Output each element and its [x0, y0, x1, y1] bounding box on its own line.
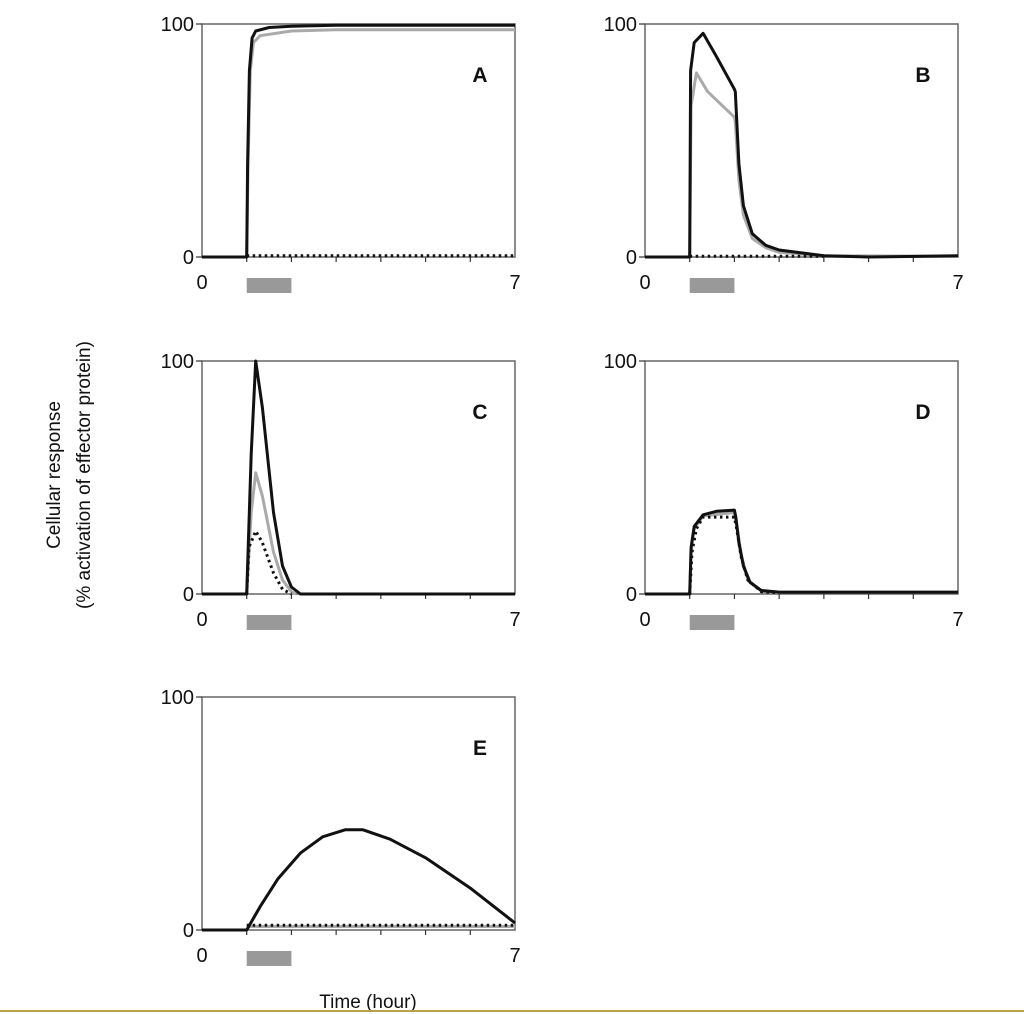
series-black-line — [202, 23, 515, 259]
x-tick-label: 7 — [509, 272, 520, 294]
y-tick-label: 100 — [161, 14, 194, 36]
series-black-line — [202, 828, 516, 932]
series-black-line — [645, 31, 959, 259]
x-tick-label: 0 — [196, 609, 207, 631]
series-gray-line — [245, 471, 297, 596]
plot-frame — [201, 23, 516, 258]
y-tick-label: 100 — [161, 351, 194, 373]
y-axis-label-line1: Cellular response — [44, 401, 65, 549]
stimulus-bar — [246, 615, 292, 630]
x-tick-label: 0 — [639, 609, 650, 631]
series-black-line — [645, 508, 958, 596]
panel-b: 100 00 7 B — [604, 14, 964, 294]
x-tick-label: 0 — [196, 272, 207, 294]
x-tick-label: 0 — [639, 272, 650, 294]
plot-frame — [644, 360, 959, 595]
x-tick-label: 0 — [196, 945, 207, 967]
plot-frame — [644, 23, 959, 258]
panel-letter: B — [915, 64, 930, 87]
y-tick-label: 100 — [604, 14, 637, 36]
y-axis-label-line2: (% activation of effector protein) — [74, 341, 95, 609]
y-tick-label: 100 — [604, 351, 637, 373]
y-tick-label: 0 — [183, 247, 194, 269]
series-black-line — [202, 359, 515, 596]
y-tick-label: 0 — [183, 584, 194, 606]
y-axis-label: Cellular response (% activation of effect… — [44, 341, 95, 609]
panel-d: 100 00 7 D — [604, 351, 964, 631]
panel-letter: C — [472, 401, 487, 424]
stimulus-bar — [246, 278, 292, 293]
stimulus-bar — [246, 951, 292, 966]
panel-letter: E — [473, 737, 487, 760]
y-tick-label: 100 — [161, 687, 194, 709]
x-axis-label: Time (hour) — [319, 992, 416, 1013]
x-tick-label: 7 — [509, 945, 520, 967]
x-tick-label: 7 — [509, 609, 520, 631]
panel-letter: D — [915, 401, 930, 424]
plot-frame — [201, 696, 516, 931]
x-tick-label: 7 — [952, 609, 963, 631]
panel-c: 100 00 7 C — [161, 351, 521, 631]
panel-a: 100 00 7 A — [161, 14, 521, 294]
y-tick-label: 0 — [626, 584, 637, 606]
y-tick-label: 0 — [183, 920, 194, 942]
panel-e: 100 00 7 E — [161, 687, 521, 967]
x-tick-label: 7 — [952, 272, 963, 294]
y-tick-label: 0 — [626, 247, 637, 269]
stimulus-bar — [689, 278, 735, 293]
stimulus-bar — [689, 615, 735, 630]
panel-letter: A — [472, 64, 487, 87]
